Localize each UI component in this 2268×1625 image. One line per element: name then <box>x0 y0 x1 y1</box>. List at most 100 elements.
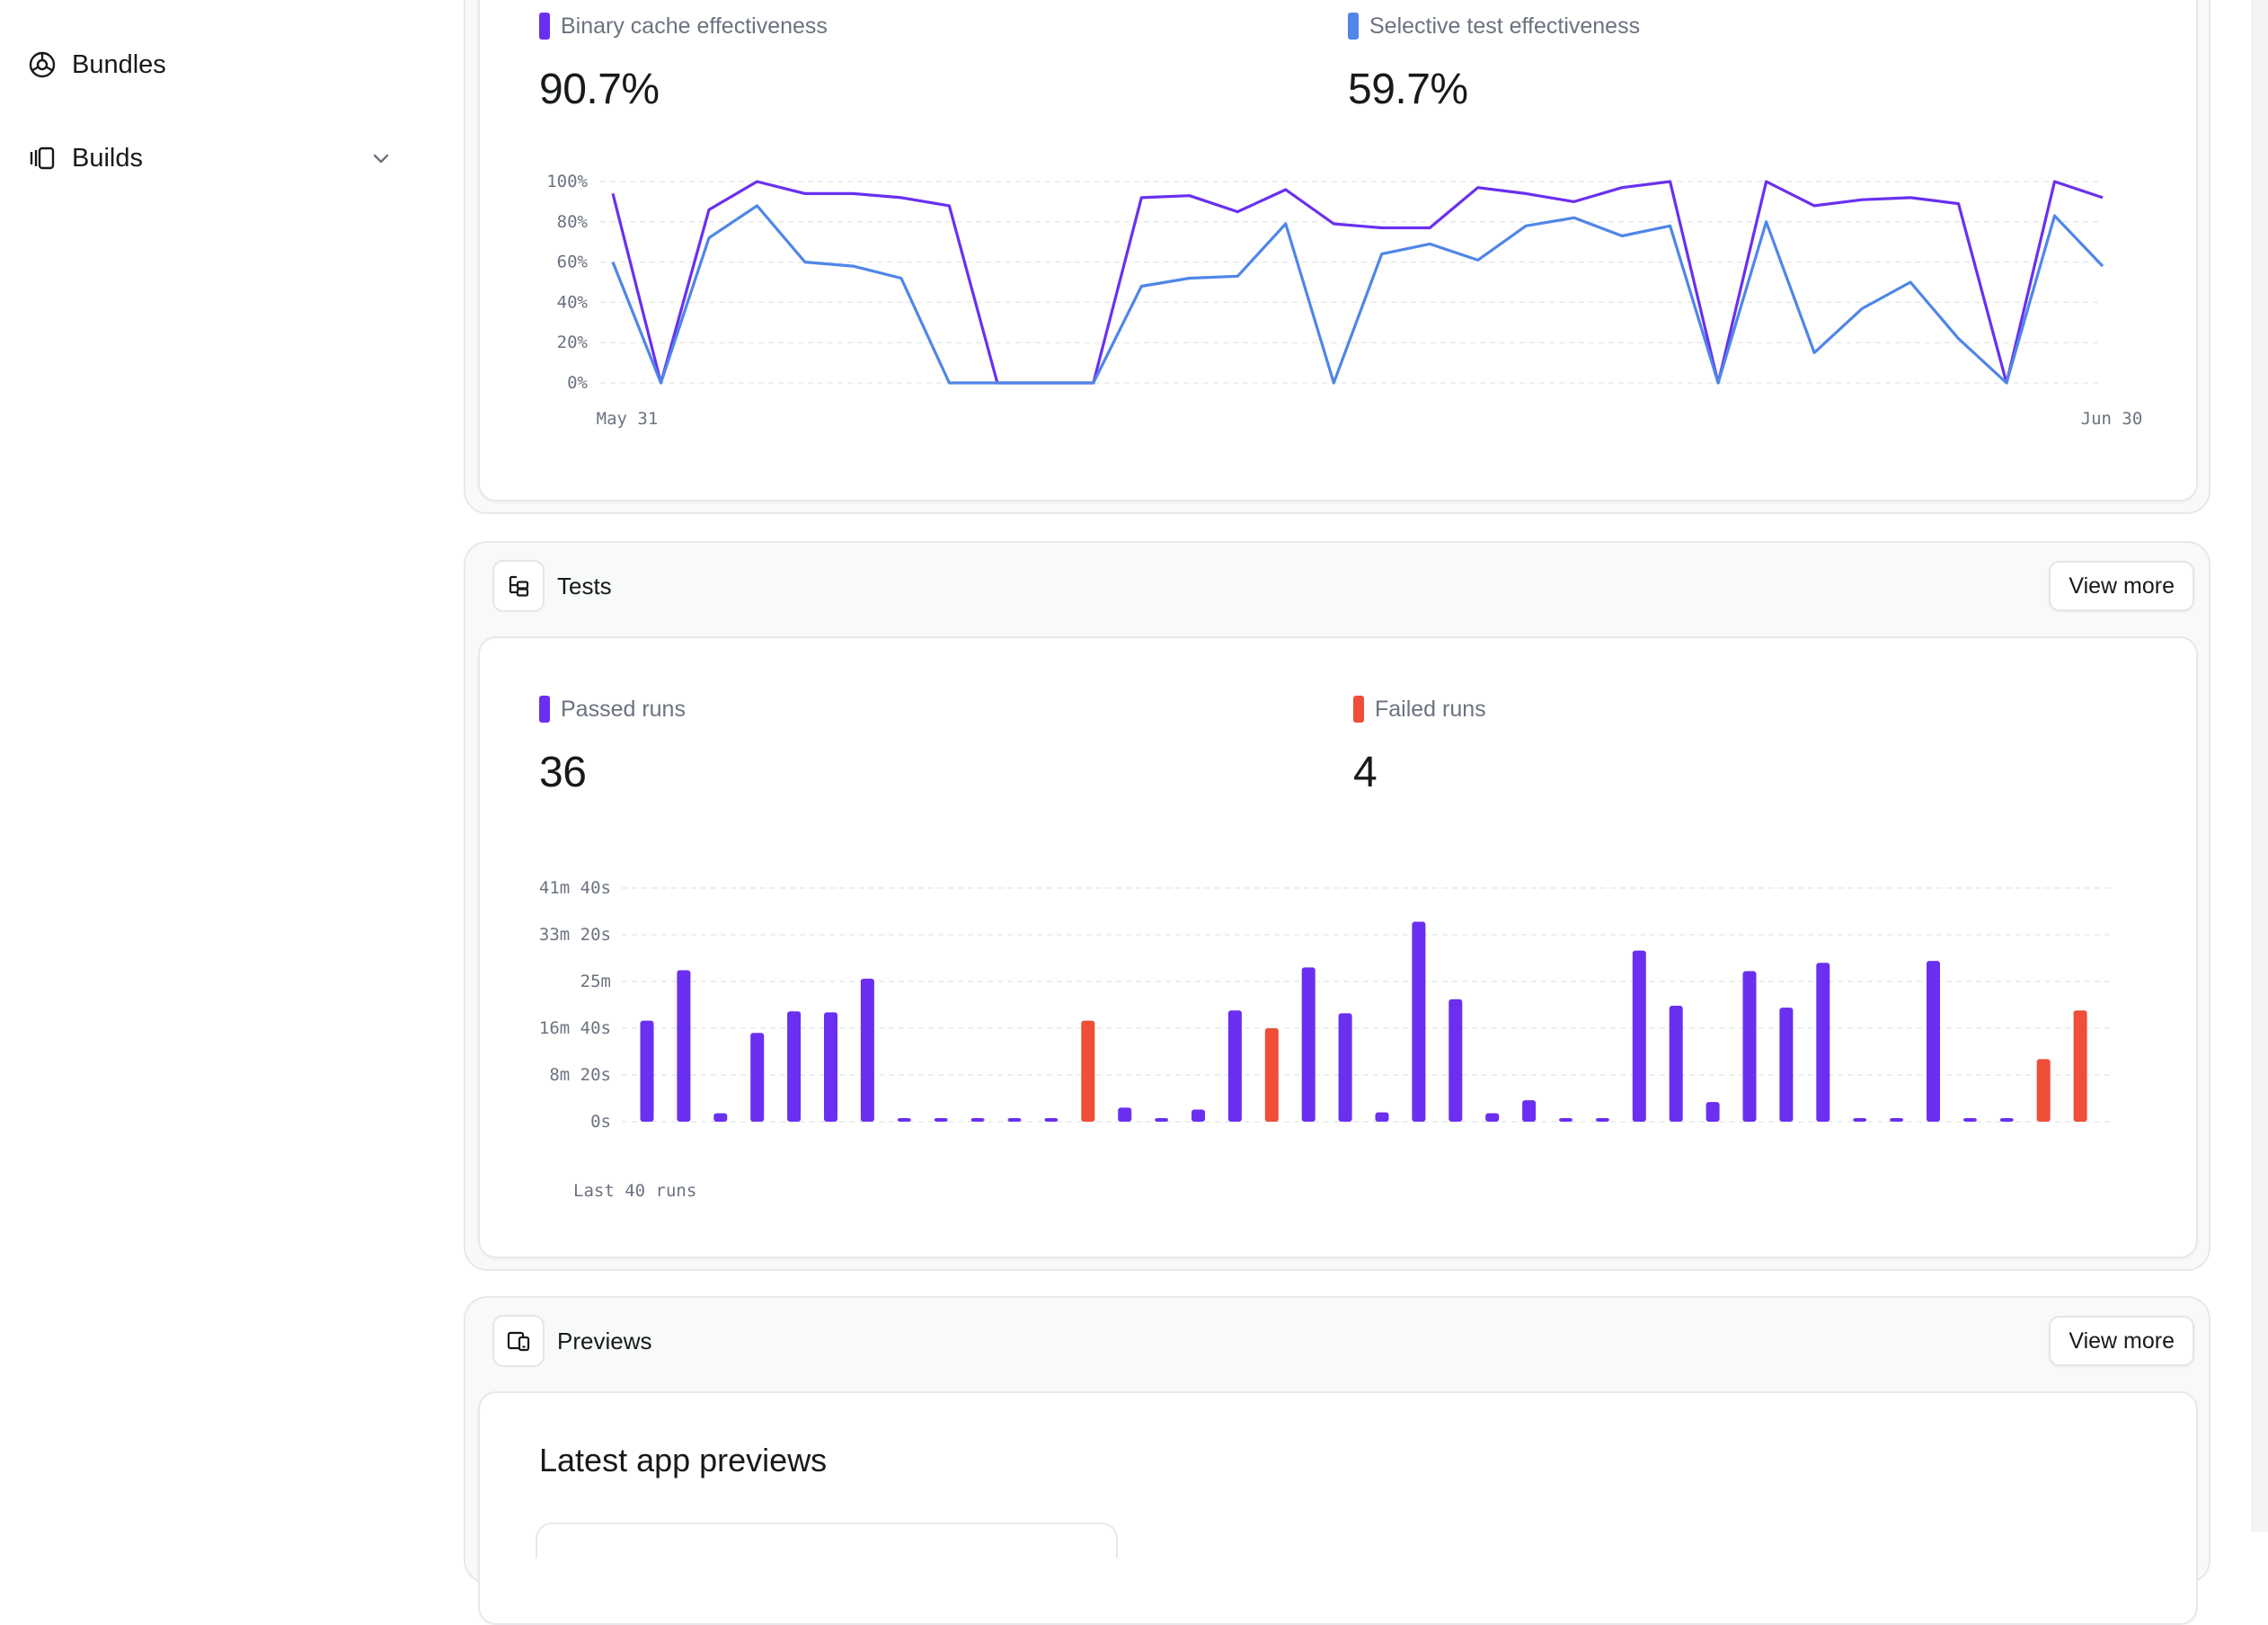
previews-view-more-button[interactable]: View more <box>2049 1316 2194 1366</box>
x-tick-label: Jun 30 <box>2081 409 2143 429</box>
sidebar-item-bundles[interactable]: Bundles <box>27 38 395 92</box>
previews-card: Previews View more Latest app previews <box>464 1296 2210 1625</box>
previews-panel: Latest app previews <box>478 1391 2198 1625</box>
tests-card-title: Tests <box>557 572 612 599</box>
bar-run-12 <box>1044 1118 1059 1122</box>
sidebar-item-label: Builds <box>72 143 143 173</box>
bar-run-40 <box>2073 1010 2087 1122</box>
legend-swatch <box>539 696 550 723</box>
bar-run-11 <box>1007 1118 1022 1122</box>
y-tick-label: 25m <box>580 972 611 991</box>
y-tick-label: 20% <box>557 333 589 352</box>
legend-selective-test: Selective test effectiveness <box>1348 13 1640 40</box>
selective-test-value: 59.7% <box>1348 66 1468 113</box>
bar-run-4 <box>750 1033 765 1122</box>
bar-run-13 <box>1081 1020 1095 1122</box>
effectiveness-line-chart: 0% 20% 40% 60% 80% 100% May 31 Jun 30 <box>546 172 2143 429</box>
previews-icon <box>492 1315 545 1367</box>
bar-run-38 <box>1999 1118 2014 1122</box>
bar-run-25 <box>1522 1100 1537 1122</box>
bar-run-36 <box>1927 961 1940 1122</box>
legend-passed-runs: Passed runs <box>539 696 686 723</box>
bar-run-15 <box>1155 1118 1169 1122</box>
bar-run-22 <box>1412 921 1426 1122</box>
cache-effectiveness-card: Binary cache effectiveness 90.7% Selecti… <box>464 0 2210 514</box>
bar-run-3 <box>713 1113 728 1122</box>
bar-run-31 <box>1742 971 1757 1122</box>
cache-effectiveness-panel: Binary cache effectiveness 90.7% Selecti… <box>478 0 2198 502</box>
passed-runs-value: 36 <box>539 749 587 796</box>
y-tick-label: 0% <box>567 373 588 393</box>
bar-run-26 <box>1559 1118 1573 1122</box>
y-tick-label: 60% <box>557 253 589 272</box>
chart-footnote: Last 40 runs <box>573 1181 697 1201</box>
bar-run-16 <box>1192 1109 1205 1122</box>
latest-previews-heading: Latest app previews <box>539 1442 828 1478</box>
bar-run-23 <box>1449 999 1463 1122</box>
legend-swatch <box>1348 13 1359 40</box>
y-tick-label: 40% <box>557 292 589 312</box>
legend-label: Passed runs <box>561 696 686 722</box>
y-tick-label: 8m 20s <box>549 1065 611 1085</box>
y-tick-label: 16m 40s <box>539 1018 611 1038</box>
bar-run-21 <box>1375 1112 1389 1122</box>
bar-run-7 <box>860 978 874 1122</box>
bar-run-18 <box>1264 1028 1279 1122</box>
y-tick-label: 80% <box>557 212 589 232</box>
bar-run-28 <box>1632 950 1646 1122</box>
tests-icon <box>492 560 545 612</box>
previews-card-header: Previews View more <box>492 1314 2194 1368</box>
bar-run-8 <box>897 1118 911 1122</box>
sidebar: Bundles Builds <box>0 0 422 1532</box>
bar-run-30 <box>1705 1102 1720 1122</box>
bar-run-1 <box>640 1020 654 1122</box>
builds-icon <box>27 143 58 173</box>
bar-run-17 <box>1227 1010 1242 1122</box>
tests-view-more-button[interactable]: View more <box>2049 561 2194 611</box>
legend-failed-runs: Failed runs <box>1353 696 1486 723</box>
legend-label: Failed runs <box>1375 696 1486 722</box>
bar-run-32 <box>1779 1008 1794 1122</box>
bar-run-10 <box>970 1118 985 1122</box>
bar-run-27 <box>1595 1118 1609 1122</box>
bar-run-6 <box>824 1012 837 1122</box>
tests-card: Tests View more Passed runs 36 Failed ru… <box>464 541 2210 1271</box>
y-tick-label: 41m 40s <box>539 878 611 898</box>
bar-run-20 <box>1338 1013 1352 1122</box>
scrollbar-track[interactable] <box>2252 0 2268 1532</box>
bar-run-29 <box>1669 1006 1683 1122</box>
y-tick-label: 100% <box>546 172 588 191</box>
legend-label: Selective test effectiveness <box>1369 13 1641 39</box>
binary-cache-value: 90.7% <box>539 66 660 113</box>
y-tick-label: 0s <box>590 1112 611 1132</box>
bundles-icon <box>27 49 58 80</box>
bar-run-34 <box>1853 1118 1867 1122</box>
bar-run-35 <box>1890 1118 1904 1122</box>
bar-run-37 <box>1962 1118 1977 1122</box>
bar-run-2 <box>677 970 691 1122</box>
tests-card-header: Tests View more <box>492 559 2194 613</box>
x-tick-label: May 31 <box>597 409 659 429</box>
bar-run-33 <box>1816 963 1830 1122</box>
preview-item[interactable] <box>536 1523 1118 1558</box>
bar-run-24 <box>1485 1113 1500 1122</box>
tests-panel: Passed runs 36 Failed runs 4 0s 8m 20s 16m… <box>478 636 2198 1258</box>
bar-run-14 <box>1118 1107 1132 1122</box>
previews-card-title: Previews <box>557 1327 652 1354</box>
legend-binary-cache: Binary cache effectiveness <box>539 13 828 40</box>
y-tick-label: 33m 20s <box>539 925 611 945</box>
bar-run-19 <box>1301 967 1316 1122</box>
sidebar-item-builds[interactable]: Builds <box>27 131 395 185</box>
series-line-1 <box>611 204 2104 385</box>
bar-run-5 <box>787 1011 802 1122</box>
legend-label: Binary cache effectiveness <box>561 13 828 39</box>
bar-run-39 <box>2036 1059 2051 1122</box>
bar-run-9 <box>934 1118 948 1122</box>
sidebar-item-label: Bundles <box>72 49 166 79</box>
chevron-down-icon[interactable] <box>367 144 395 173</box>
failed-runs-value: 4 <box>1353 749 1378 796</box>
series-line-0 <box>611 180 2104 385</box>
test-runs-bar-chart: 0s 8m 20s 16m 40s 25m 33m 20s 41m 40s <box>539 878 2110 1132</box>
legend-swatch <box>539 13 550 40</box>
legend-swatch <box>1353 696 1364 723</box>
